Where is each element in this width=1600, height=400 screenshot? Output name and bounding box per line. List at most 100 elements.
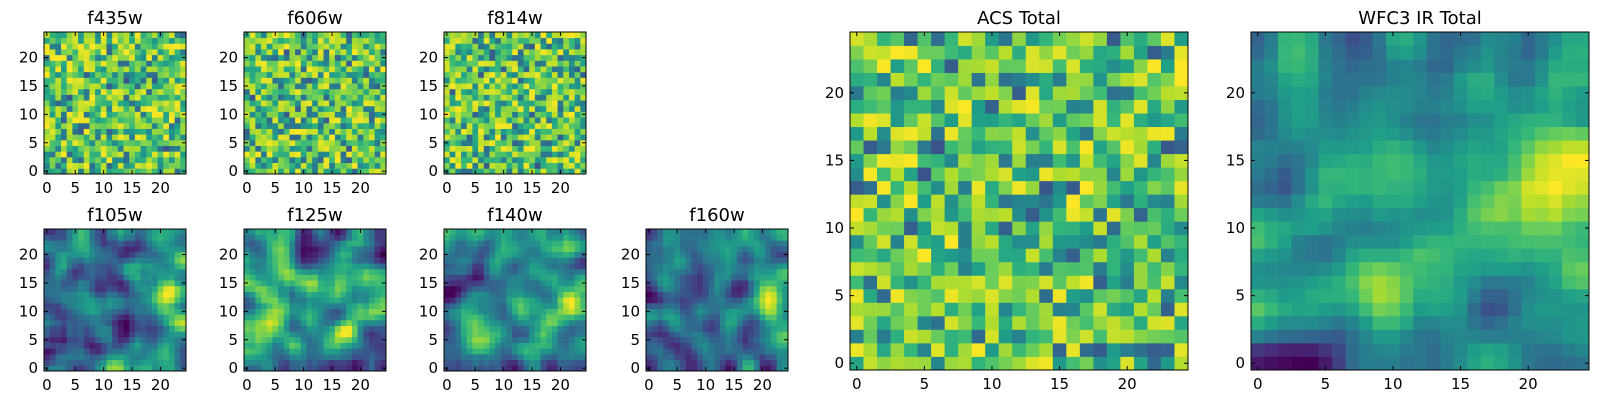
heatmap-cell (731, 234, 738, 241)
heatmap-cell (850, 275, 864, 290)
heatmap-cell (495, 314, 502, 321)
heatmap-cell (289, 285, 296, 292)
heatmap-cell (478, 49, 485, 56)
heatmap-cell (736, 325, 743, 332)
heatmap-cell (466, 151, 473, 158)
heatmap-cell (123, 71, 130, 78)
heatmap-cell (255, 60, 262, 67)
heatmap-cell (163, 88, 170, 95)
heatmap-cell (461, 246, 468, 253)
heatmap-cell (261, 359, 268, 366)
heatmap-cell (890, 288, 905, 303)
heatmap-cell (998, 302, 1013, 317)
heatmap-cell (725, 257, 732, 264)
heatmap-cell (266, 134, 273, 141)
heatmap-cell (129, 348, 136, 355)
heatmap-cell (295, 314, 302, 321)
heatmap-cell (157, 359, 164, 366)
heatmap-cell (574, 88, 581, 95)
heatmap-cell (512, 336, 519, 343)
heatmap-cell (295, 257, 302, 264)
heatmap-cell (944, 234, 959, 249)
heatmap-cell (146, 66, 153, 73)
heatmap-cell (157, 263, 164, 270)
heatmap-cell (455, 257, 462, 264)
heatmap-cell (702, 280, 709, 287)
heatmap-cell (95, 234, 102, 241)
heatmap-cell (449, 251, 456, 258)
heatmap-cell (478, 156, 485, 164)
heatmap-cell (523, 168, 530, 175)
heatmap-cell (140, 122, 147, 129)
heatmap-cell (351, 162, 358, 169)
heatmap-cell (249, 302, 256, 309)
heatmap-cell (483, 302, 490, 309)
x-tick-label: 15 (522, 179, 541, 197)
heatmap-cell (568, 105, 576, 112)
heatmap-cell (266, 94, 273, 101)
heatmap-cell (680, 365, 687, 372)
heatmap-cell (551, 274, 558, 281)
heatmap-cell (697, 353, 704, 361)
heatmap-cell (66, 342, 73, 349)
heatmap-cell (312, 168, 319, 175)
heatmap-cell (106, 37, 113, 44)
heatmap-cell (66, 71, 73, 78)
heatmap-cell (340, 365, 347, 372)
heatmap-cell (529, 77, 536, 84)
heatmap-cell (249, 83, 256, 90)
heatmap-cell (719, 280, 726, 287)
heatmap-cell (168, 291, 176, 298)
heatmap-cell (512, 111, 519, 118)
heatmap-cell (346, 128, 353, 135)
heatmap-cell (346, 60, 353, 67)
heatmap-cell (512, 49, 519, 56)
heatmap-cell (78, 43, 85, 50)
x-tick-label: 15 (322, 376, 341, 394)
heatmap-cell (283, 291, 290, 298)
heatmap-cell (334, 263, 341, 270)
heatmap-cell (146, 325, 153, 332)
heatmap-cell (483, 348, 490, 355)
heatmap-cell (483, 325, 490, 332)
heatmap-cell (517, 268, 524, 275)
heatmap-cell (455, 325, 462, 332)
heatmap-cell (106, 162, 113, 169)
heatmap-cell (1052, 234, 1067, 249)
heatmap-cell (66, 240, 73, 247)
heatmap-cell (49, 319, 56, 326)
heatmap-cell (1133, 248, 1148, 263)
heatmap-cell (680, 348, 687, 355)
heatmap-cell (123, 348, 130, 355)
heatmap-cell (551, 280, 558, 287)
heatmap-cell (1039, 261, 1054, 276)
heatmap-cell (174, 83, 181, 90)
heatmap-cell (112, 100, 119, 107)
heatmap-cell (917, 288, 932, 303)
heatmap-cell (295, 325, 302, 332)
heatmap-cell (323, 257, 330, 264)
heatmap-cell (117, 268, 124, 275)
heatmap-cell (500, 285, 507, 292)
heatmap-cell (668, 314, 675, 321)
heatmap-cell (748, 325, 755, 332)
heatmap-cell (123, 83, 130, 90)
heatmap-cell (323, 60, 330, 67)
heatmap-cell (506, 77, 513, 84)
heatmap-cell (782, 240, 789, 247)
heatmap-cell (506, 162, 513, 169)
heatmap-cell (483, 105, 490, 112)
heatmap-cell (574, 66, 581, 73)
heatmap-cell (461, 37, 468, 44)
heatmap-cell (568, 314, 576, 321)
heatmap-cell (478, 325, 485, 332)
heatmap-cell (134, 83, 141, 90)
heatmap-cell (663, 268, 670, 275)
heatmap-cell (255, 77, 262, 84)
heatmap-cell (680, 274, 687, 281)
axes-frame (443, 31, 587, 175)
heatmap-cell (306, 348, 313, 355)
heatmap-cell (129, 314, 136, 321)
heatmap-cell (168, 348, 176, 355)
heatmap-cell (466, 145, 473, 152)
